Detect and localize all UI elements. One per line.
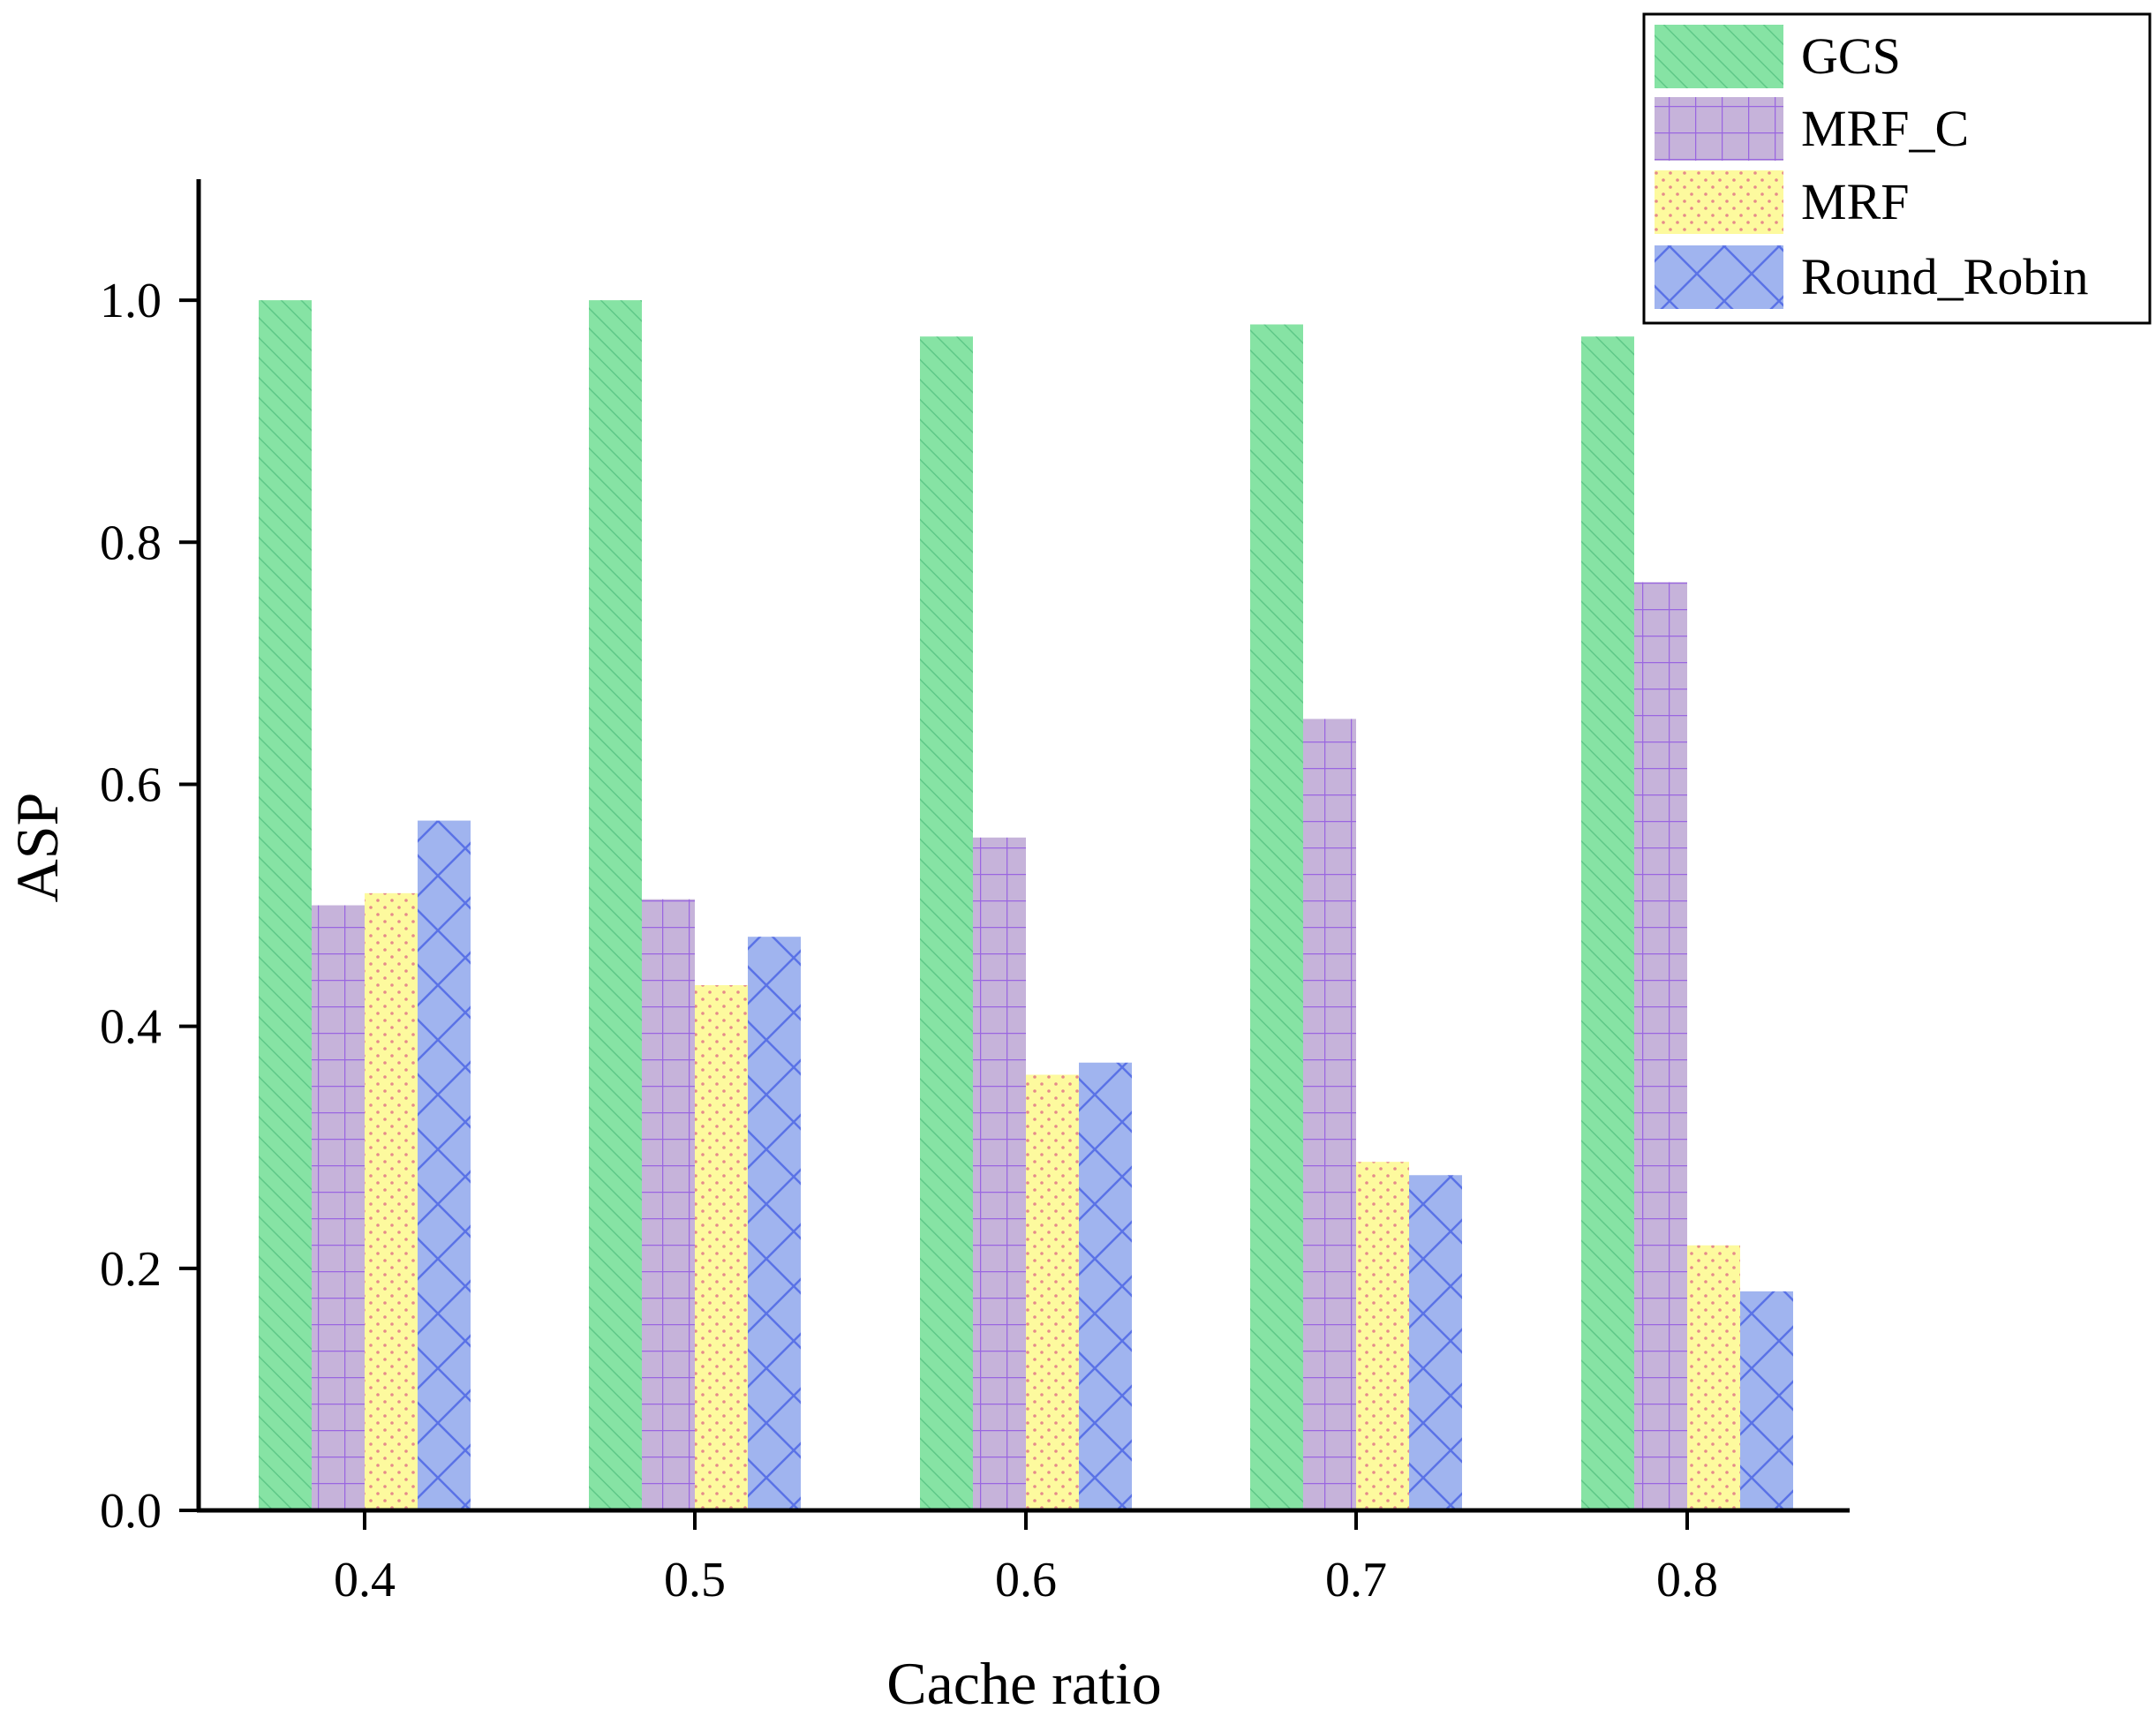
- bar-mrf-0.7: [1356, 1162, 1409, 1510]
- axes: [196, 179, 1850, 1513]
- bar-mrf-c-0.4: [312, 905, 365, 1510]
- x-axis-title: Cache ratio: [886, 1650, 1162, 1717]
- x-tick-label: 0.6: [995, 1553, 1057, 1607]
- legend-swatch-mrf-c: [1655, 97, 1783, 161]
- y-tick-label: 0.0: [100, 1484, 162, 1539]
- bar-mrf-0.6: [1026, 1074, 1079, 1510]
- bar-gcs-0.7: [1250, 324, 1303, 1511]
- legend-swatch-gcs: [1655, 25, 1783, 88]
- bar-round-robin-0.5: [748, 937, 801, 1510]
- x-ticks: 0.4 0.5 0.6 0.7 0.8: [334, 1510, 1718, 1607]
- y-tick-label: 0.8: [100, 516, 162, 570]
- bar-gcs-0.8: [1581, 336, 1634, 1511]
- y-ticks: 0.0 0.2 0.4 0.6 0.8 1.0: [100, 274, 199, 1539]
- legend-label-mrf: MRF: [1801, 173, 1910, 230]
- x-tick-label: 0.5: [664, 1553, 726, 1607]
- bar-mrf-0.5: [695, 985, 748, 1510]
- legend: GCS MRF_C MRF Round_Robin: [1642, 12, 2152, 325]
- x-tick-label: 0.4: [334, 1553, 396, 1607]
- bars-layer: [259, 300, 1793, 1511]
- bar-gcs-0.4: [259, 300, 312, 1510]
- legend-swatch-round-robin: [1655, 245, 1783, 309]
- legend-label-round-robin: Round_Robin: [1801, 248, 2089, 305]
- y-axis-title: ASP: [4, 793, 71, 903]
- y-tick-label: 0.6: [100, 757, 162, 812]
- bar-mrf-c-0.8: [1634, 582, 1687, 1511]
- bar-round-robin-0.8: [1740, 1291, 1793, 1510]
- legend-label-gcs: GCS: [1801, 27, 1901, 85]
- bar-mrf-c-0.5: [642, 899, 695, 1510]
- y-tick-label: 1.0: [100, 274, 162, 328]
- bar-mrf-c-0.6: [973, 837, 1026, 1510]
- bar-mrf-0.8: [1687, 1245, 1740, 1510]
- legend-swatch-mrf: [1655, 170, 1783, 234]
- x-tick-label: 0.7: [1325, 1553, 1387, 1607]
- y-tick-label: 0.2: [100, 1242, 162, 1297]
- bar-mrf-c-0.7: [1303, 719, 1356, 1510]
- bar-mrf-0.4: [365, 892, 418, 1510]
- x-tick-label: 0.8: [1656, 1553, 1718, 1607]
- bar-round-robin-0.4: [418, 820, 471, 1510]
- legend-label-mrf-c: MRF_C: [1801, 100, 1969, 157]
- bar-round-robin-0.7: [1409, 1175, 1462, 1510]
- bar-gcs-0.6: [920, 336, 973, 1511]
- bar-round-robin-0.6: [1079, 1062, 1132, 1510]
- bar-gcs-0.5: [589, 300, 642, 1510]
- y-tick-label: 0.4: [100, 1000, 162, 1055]
